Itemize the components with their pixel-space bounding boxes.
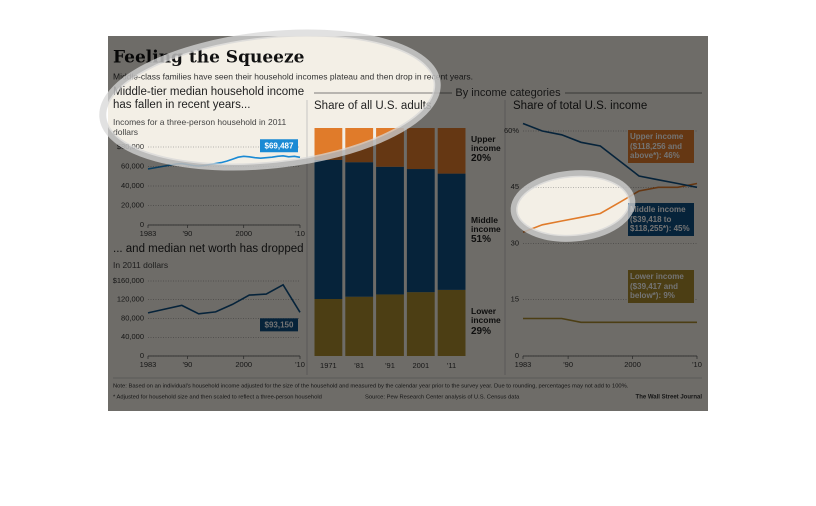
x-tick-label: 2000 bbox=[235, 229, 252, 238]
legend-annotation: Lower income ($39,417 and below*): 9% bbox=[628, 270, 694, 303]
x-tick-label: '10 bbox=[295, 229, 305, 238]
bar-segment bbox=[437, 128, 466, 174]
series-label: Middle income 51% bbox=[471, 214, 511, 246]
x-tick-label: '11 bbox=[447, 361, 456, 370]
x-tick-label: 2000 bbox=[235, 360, 252, 369]
bar-segment bbox=[345, 162, 374, 297]
y-tick-label: 45 bbox=[511, 182, 519, 191]
y-tick-label: $160,000 bbox=[113, 276, 144, 285]
bar-segment bbox=[314, 159, 343, 299]
x-tick-label: 1983 bbox=[140, 229, 157, 238]
bar-segment bbox=[376, 294, 404, 356]
x-tick-label: '90 bbox=[183, 229, 193, 238]
bar-segment bbox=[314, 128, 343, 160]
x-tick-label: '90 bbox=[183, 360, 193, 369]
footnote: * Adjusted for household size and then s… bbox=[113, 395, 322, 401]
x-tick-label: 2001 bbox=[412, 361, 429, 370]
bar-segment bbox=[406, 292, 435, 356]
series-name: Middle income bbox=[471, 214, 501, 235]
chart-subtitle: In 2011 dollars bbox=[113, 260, 169, 270]
y-tick-label: 60,000 bbox=[121, 161, 144, 170]
bar-segment bbox=[345, 128, 374, 163]
chart-subtitle: Incomes for a three-person household in … bbox=[113, 117, 287, 137]
y-tick-label: $80,000 bbox=[117, 142, 144, 151]
legend-annotation: Upper income ($118,256 and above*): 46% bbox=[628, 130, 694, 163]
series-label: Upper income 20% bbox=[471, 133, 511, 165]
value-label: 29% bbox=[471, 325, 492, 337]
subtitle: Middle-class families have seen their ho… bbox=[113, 71, 473, 81]
x-tick-label: '81 bbox=[354, 361, 364, 370]
chart-title: Share of all U.S. adults bbox=[314, 100, 432, 112]
title: Feeling the Squeeze bbox=[113, 48, 305, 68]
y-tick-label: 80,000 bbox=[121, 313, 144, 322]
y-tick-label: 30 bbox=[511, 238, 519, 247]
series-name: Lower income bbox=[471, 305, 501, 326]
value-label: $93,150 bbox=[265, 320, 294, 329]
bar-segment bbox=[376, 128, 404, 167]
x-tick-label: '91 bbox=[385, 361, 395, 370]
value-label: $69,487 bbox=[265, 141, 294, 150]
y-tick-label: 0 bbox=[515, 351, 519, 360]
chart-title: Share of total U.S. income bbox=[513, 100, 648, 112]
legend-annotation: Middle income ($39,418 to $118,255*): 45… bbox=[628, 203, 694, 236]
bar-segment bbox=[437, 289, 466, 356]
series-label: Lower income 29% bbox=[471, 305, 511, 337]
y-tick-label: 15 bbox=[511, 295, 519, 304]
bar-segment bbox=[376, 166, 404, 295]
bar-segment bbox=[437, 173, 466, 290]
x-tick-label: '90 bbox=[563, 360, 573, 369]
x-tick-label: 1983 bbox=[140, 360, 157, 369]
y-tick-label: 0 bbox=[140, 351, 144, 360]
x-tick-label: '10 bbox=[692, 360, 702, 369]
chart-title: Middle-tier median household income has … bbox=[113, 86, 305, 112]
x-tick-label: 1983 bbox=[515, 360, 532, 369]
chart-title: ... and median net worth has dropped bbox=[113, 243, 304, 255]
credit: The Wall Street Journal bbox=[636, 395, 703, 401]
series-name: Upper income bbox=[471, 133, 501, 154]
x-tick-label: 1971 bbox=[320, 361, 337, 370]
note: Note: Based on an individual's household… bbox=[113, 384, 629, 390]
x-tick-label: 2000 bbox=[624, 360, 641, 369]
bar-segment bbox=[406, 169, 435, 293]
value-label: 51% bbox=[471, 234, 492, 246]
y-tick-label: 0 bbox=[140, 220, 144, 229]
bar-segment bbox=[314, 299, 343, 356]
y-tick-label: 120,000 bbox=[117, 295, 144, 304]
y-tick-label: 20,000 bbox=[121, 200, 144, 209]
y-tick-label: 40,000 bbox=[121, 332, 144, 341]
bar-segment bbox=[406, 128, 435, 170]
section-label: By income categories bbox=[455, 87, 561, 99]
y-tick-label: 60% bbox=[504, 126, 519, 135]
value-label: 20% bbox=[471, 153, 492, 165]
y-tick-label: 40,000 bbox=[121, 181, 144, 190]
x-tick-label: '10 bbox=[295, 360, 305, 369]
bar-segment bbox=[345, 296, 374, 356]
source: Source: Pew Research Center analysis of … bbox=[365, 395, 520, 401]
